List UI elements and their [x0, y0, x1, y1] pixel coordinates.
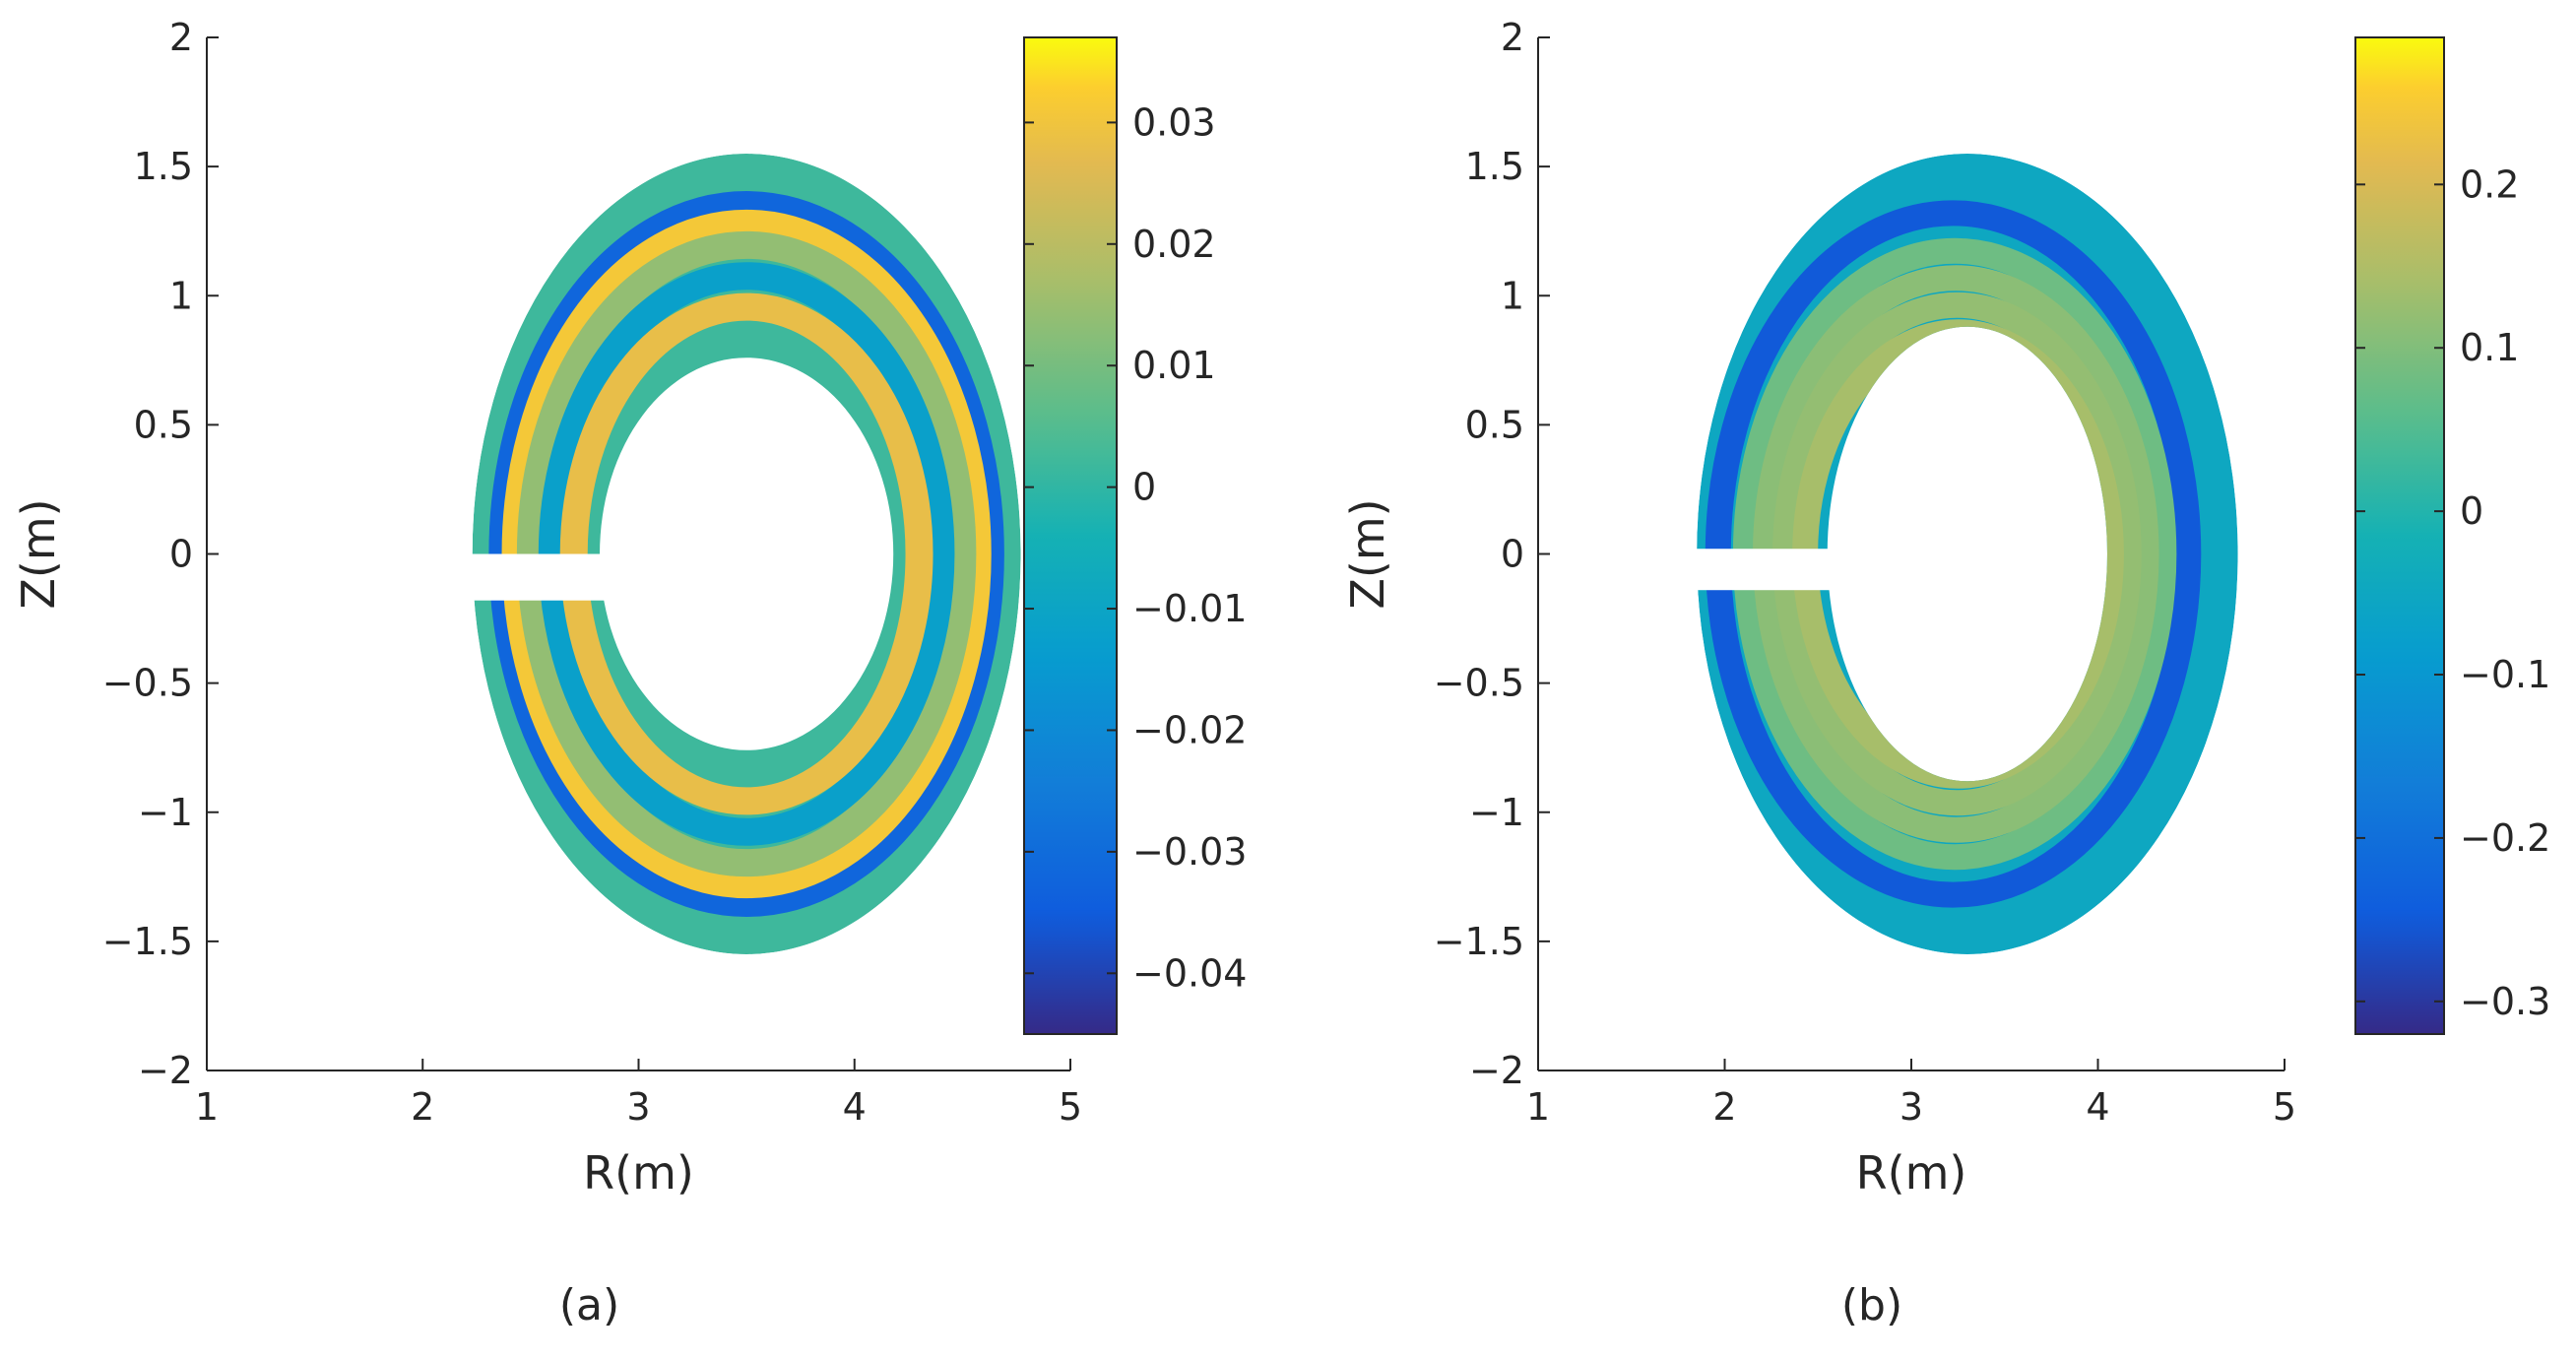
colorbar-tick-label: −0.1	[2460, 653, 2550, 696]
panel-label: (b)	[1841, 1280, 1902, 1330]
colorbar-tick-label: 0.01	[1132, 344, 1216, 387]
colorbar-tick-label: 0	[1132, 466, 1156, 509]
x-axis-label: R(m)	[583, 1146, 694, 1200]
y-tick-label: −0.5	[1434, 662, 1524, 705]
y-tick-label: 0.5	[1465, 403, 1524, 446]
x-tick-label: 4	[843, 1085, 867, 1129]
x-tick-label: 1	[1526, 1085, 1550, 1129]
x-tick-label: 1	[195, 1085, 219, 1129]
panel-a: 1 2 3 4 5 −2 −1.5 −1 −0.5 0 0.5 1 1.5 2 R(m) Z(m) −0.04 −…	[12, 16, 1247, 1330]
y-tick-label: 2	[1501, 16, 1524, 59]
y-tick-label: 0	[169, 533, 193, 576]
y-tick-label: 1.5	[1465, 145, 1524, 188]
colorbar	[2354, 36, 2445, 1035]
y-tick-label: −0.5	[102, 662, 193, 705]
y-axis-label: Z(m)	[12, 498, 65, 609]
y-tick-label: −2	[138, 1049, 193, 1092]
y-tick-label: −1.5	[102, 920, 193, 963]
y-tick-label: 0	[1501, 533, 1524, 576]
y-tick-label: 1.5	[134, 145, 193, 188]
colorbar-tick-label: −0.01	[1132, 587, 1247, 630]
colorbar-tick-label: 0.02	[1132, 223, 1216, 266]
colorbar	[1023, 36, 1118, 1035]
y-tick-label: 1	[169, 274, 193, 317]
colorbar-tick-label: 0.1	[2460, 326, 2519, 369]
colorbar-tick-label: −0.02	[1132, 708, 1247, 751]
x-tick-label: 3	[1900, 1085, 1923, 1129]
x-tick-label: 4	[2086, 1085, 2109, 1129]
y-tick-label: 1	[1501, 274, 1524, 317]
colorbar-tick-label: −0.04	[1132, 951, 1247, 995]
colorbar-tick-label: 0	[2460, 489, 2483, 533]
y-tick-label: −2	[1469, 1049, 1524, 1092]
y-tick-label: −1	[138, 791, 193, 834]
colorbar-tick-label: −0.03	[1132, 830, 1247, 874]
x-tick-label: 5	[2273, 1085, 2296, 1129]
slit-gap	[462, 553, 630, 601]
x-axis-label: R(m)	[1856, 1146, 1967, 1200]
colorbar-tick-label: 0.2	[2460, 162, 2519, 206]
panel-b: 1 2 3 4 5 −2 −1.5 −1 −0.5 0 0.5 1 1.5 2 R(m) Z(m) −0.3 −0…	[1341, 16, 2550, 1330]
x-tick-label: 3	[626, 1085, 650, 1129]
y-axis-label: Z(m)	[1341, 498, 1394, 609]
panel-label: (a)	[559, 1280, 619, 1330]
colorbar-tick-label: 0.03	[1132, 100, 1216, 144]
x-tick-label: 2	[1712, 1085, 1736, 1129]
x-tick-label: 2	[411, 1085, 434, 1129]
slit-gap	[1687, 549, 1857, 591]
y-tick-label: −1	[1469, 791, 1524, 834]
y-tick-label: 0.5	[134, 403, 193, 446]
x-tick-label: 5	[1059, 1085, 1082, 1129]
y-tick-label: −1.5	[1434, 920, 1524, 963]
colorbar-tick-label: −0.3	[2460, 980, 2550, 1023]
colorbar-tick-label: −0.2	[2460, 816, 2550, 860]
y-tick-label: 2	[169, 16, 193, 59]
